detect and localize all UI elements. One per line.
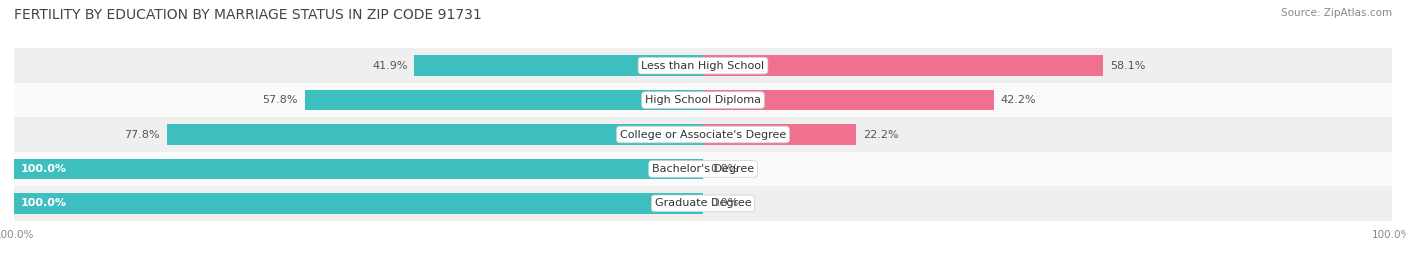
Text: 57.8%: 57.8% bbox=[263, 95, 298, 105]
Text: 100.0%: 100.0% bbox=[21, 198, 67, 208]
Text: Graduate Degree: Graduate Degree bbox=[655, 198, 751, 208]
Bar bbox=[703, 90, 994, 110]
Text: 22.2%: 22.2% bbox=[863, 129, 898, 140]
Text: 41.9%: 41.9% bbox=[373, 61, 408, 71]
Bar bbox=[14, 152, 1392, 186]
Bar bbox=[14, 83, 1392, 117]
Bar bbox=[14, 159, 703, 179]
Bar bbox=[14, 193, 703, 214]
Bar bbox=[167, 124, 703, 145]
Text: Less than High School: Less than High School bbox=[641, 61, 765, 71]
Text: 100.0%: 100.0% bbox=[21, 164, 67, 174]
Bar bbox=[305, 90, 703, 110]
Text: 77.8%: 77.8% bbox=[125, 129, 160, 140]
Text: FERTILITY BY EDUCATION BY MARRIAGE STATUS IN ZIP CODE 91731: FERTILITY BY EDUCATION BY MARRIAGE STATU… bbox=[14, 8, 482, 22]
Text: 0.0%: 0.0% bbox=[710, 164, 738, 174]
Text: Bachelor's Degree: Bachelor's Degree bbox=[652, 164, 754, 174]
Text: 42.2%: 42.2% bbox=[1001, 95, 1036, 105]
Text: Source: ZipAtlas.com: Source: ZipAtlas.com bbox=[1281, 8, 1392, 18]
Text: High School Diploma: High School Diploma bbox=[645, 95, 761, 105]
Bar bbox=[415, 55, 703, 76]
Bar bbox=[14, 48, 1392, 83]
Bar bbox=[14, 117, 1392, 152]
Legend: Married, Unmarried: Married, Unmarried bbox=[617, 268, 789, 269]
Text: 0.0%: 0.0% bbox=[710, 198, 738, 208]
Text: College or Associate's Degree: College or Associate's Degree bbox=[620, 129, 786, 140]
Bar bbox=[703, 124, 856, 145]
Bar bbox=[14, 186, 1392, 221]
Bar bbox=[703, 55, 1104, 76]
Text: 58.1%: 58.1% bbox=[1111, 61, 1146, 71]
